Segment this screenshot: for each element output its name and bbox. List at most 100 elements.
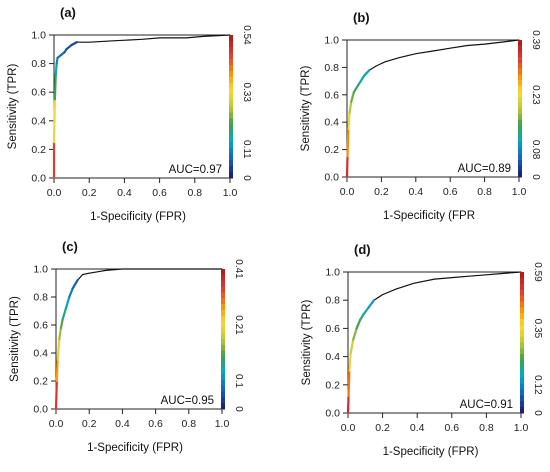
x-axis-title-c: 1-Specificity (FPR) [87, 442, 183, 454]
x-axis-title-d: 1-Specificity (FPR) [383, 446, 479, 458]
colorbar-label-d: 0.59 [532, 262, 543, 282]
roc-curve-segment-c [56, 337, 61, 362]
roc-curve-segment-a [70, 41, 78, 47]
y-tick-label-d: 0.4 [325, 351, 340, 363]
x-tick-label-d: 1.0 [514, 422, 529, 434]
roc-curve-b [346, 39, 520, 178]
colorbar-segment-a [229, 76, 233, 84]
colorbar-segment-d [520, 348, 524, 355]
colorbar-segment-d [520, 313, 524, 320]
y-tick-label-a: 0.6 [31, 87, 46, 99]
colorbar-segment-d [520, 377, 524, 385]
colorbar-segment-b [518, 154, 522, 161]
colorbar-segment-b [518, 91, 522, 98]
x-tick-label-c: 0.0 [49, 418, 64, 430]
colorbar-segment-b [518, 171, 522, 178]
roc-curve-segment-d [359, 313, 365, 322]
colorbar-segment-d [520, 336, 524, 343]
colorbar-segment-b [518, 51, 522, 58]
colorbar-segment-c [221, 350, 225, 357]
colorbar-segment-c [221, 403, 225, 410]
colorbar-segment-c [221, 385, 225, 392]
colorbar-segment-a [229, 142, 233, 149]
colorbar-segment-d [520, 289, 524, 296]
plot-frame-b [346, 39, 520, 178]
colorbar-segment-d [520, 389, 524, 396]
colorbar-segment-a [229, 94, 233, 102]
roc-curve-segment-a [52, 98, 56, 144]
colorbar-label-c: 0 [233, 406, 244, 412]
y-tick-label-d: 0.2 [325, 379, 340, 391]
x-tick-label-b: 1.0 [512, 186, 527, 198]
colorbar-segment-b [518, 40, 522, 47]
colorbar-segment-c [221, 327, 225, 334]
colorbar-segment-d [520, 395, 524, 402]
panel-label-b: (b) [353, 10, 370, 25]
colorbar-segment-d [520, 407, 524, 414]
colorbar-segment-b [518, 45, 522, 52]
roc-curve-segment-d [362, 306, 370, 316]
colorbar-label-c: 0.41 [233, 259, 244, 279]
roc-curve-segment-a [65, 43, 73, 51]
y-tick-label-b: 0.6 [324, 89, 339, 101]
y-tick-label-b: 1.0 [324, 35, 339, 47]
colorbar-segment-a [229, 46, 233, 54]
plot-frame-a [53, 34, 231, 179]
colorbar-segment-a [229, 124, 233, 131]
colorbar-segment-d [520, 401, 524, 408]
colorbar-label-d: 0.12 [532, 375, 543, 395]
auc-annotation-c: AUC=0.95 [161, 395, 214, 407]
colorbar-label-c: 0.1 [233, 374, 244, 388]
roc-curve-segment-a [54, 62, 58, 77]
x-tick-label-a: 0.0 [47, 187, 62, 199]
y-tick-label-d: 0.8 [325, 295, 340, 307]
colorbar-segment-d [520, 383, 524, 390]
colorbar-segment-b [518, 137, 522, 144]
roc-curve-segment-b [345, 155, 349, 179]
roc-curve-segment-c [68, 287, 74, 299]
colorbar-segment-c [221, 274, 225, 282]
colorbar-segment-d [520, 371, 524, 379]
roc-curve-segment-d [349, 338, 355, 355]
auc-annotation-a: AUC=0.97 [169, 164, 222, 176]
y-axis-title-a: Sensitivity (TPR) [7, 64, 19, 150]
colorbar-label-a: 0 [241, 175, 252, 181]
colorbar-segment-b [518, 131, 522, 138]
y-tick-label-b: 0.0 [324, 172, 339, 184]
colorbar-segment-a [229, 136, 233, 143]
roc-curve-segment-d [355, 318, 362, 330]
y-tick-label-a: 0.4 [31, 115, 46, 127]
roc-chart-b: (b) 0.0 0.2 0.4 0.6 0.8 1.0 0.0 0.2 0.4 0.6 0.8 1.0 1… [300, 10, 541, 222]
y-tick-label-a: 0.8 [31, 58, 46, 70]
x-axis-title-a: 1-Specificity (FPR) [90, 211, 186, 223]
roc-curve-c [55, 268, 222, 410]
roc-curve-segment-b [350, 90, 355, 103]
roc-curve-segment-c [61, 307, 68, 321]
x-tick-label-d: 0.4 [410, 422, 425, 434]
colorbar-segment-d [520, 319, 524, 326]
colorbar-segment-b [518, 74, 522, 81]
colorbar-segment-a [229, 88, 233, 96]
colorbar-segment-c [221, 374, 225, 381]
colorbar-segment-d [520, 330, 524, 338]
roc-curve-segment-c [59, 318, 64, 329]
y-axis-title-b: Sensitivity (TPR) [300, 66, 312, 152]
y-axis-title-d: Sensitivity (TPR) [301, 300, 313, 386]
colorbar-segment-c [221, 321, 225, 328]
colorbar-label-d: 0 [532, 410, 543, 416]
colorbar-segment-a [229, 40, 233, 48]
y-tick-label-c: 0.4 [33, 348, 48, 360]
y-tick-label-b: 0.2 [324, 144, 339, 156]
y-tick-label-b: 0.4 [324, 117, 339, 129]
roc-curve-segment-d [352, 327, 358, 341]
roc-curve-segment-c [71, 279, 79, 290]
roc-curve-d [347, 271, 522, 414]
x-tick-label-d: 0.2 [375, 422, 390, 434]
y-tick-label-a: 0.2 [31, 144, 46, 156]
roc-curve-segment-b [347, 111, 351, 131]
colorbar-segment-b [518, 68, 522, 75]
colorbar-segment-b [518, 125, 522, 132]
colorbar-segment-a [229, 166, 233, 173]
roc-panel-d: (d) 0.0 0.2 0.4 0.6 0.8 1.0 0.0 0.2 0.4 0.6 0.8 1.0 1… [275, 236, 550, 472]
roc-curve-segment-c [55, 358, 59, 383]
